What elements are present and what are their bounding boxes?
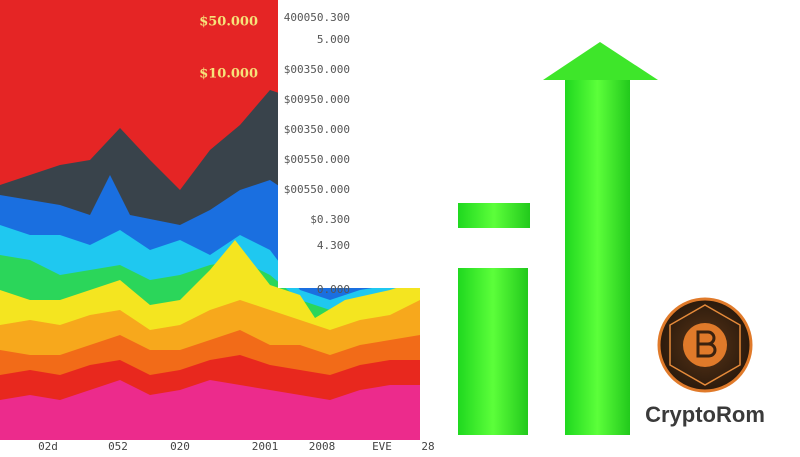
axis-label: $00550.000 <box>284 153 350 166</box>
axis-label: 5.000 <box>317 33 350 46</box>
logo-b <box>696 330 717 358</box>
x-label: 2001 <box>252 440 279 453</box>
axis-label: $00950.000 <box>284 93 350 106</box>
axis-label: 0.000 <box>317 283 350 296</box>
x-label: 052 <box>108 440 128 453</box>
x-label: 2008 <box>309 440 336 453</box>
brand-name: CryptoRom <box>645 402 765 427</box>
axis-label: $00350.000 <box>284 123 350 136</box>
bar <box>458 268 528 435</box>
axis-label: $00550.000 <box>284 183 350 196</box>
price-label: $50.000 <box>199 15 258 30</box>
x-label: EVE <box>372 440 392 453</box>
bar <box>458 203 530 228</box>
axis-label: $00350.000 <box>284 63 350 76</box>
x-label: 02d <box>38 440 58 453</box>
x-axis-strip <box>0 440 440 457</box>
logo-pattern <box>669 304 741 386</box>
axis-label: $0.300 <box>310 213 350 226</box>
axis-label: 4.300 <box>317 239 350 252</box>
axis-label: 400050.300 <box>284 11 350 24</box>
price-label: $10.000 <box>199 67 258 82</box>
arrow-head <box>543 42 658 80</box>
area-layer <box>0 380 420 440</box>
arrow-shaft <box>565 80 630 435</box>
axis-panel <box>278 0 420 288</box>
x-label: 020 <box>170 440 190 453</box>
x-label: 28 <box>421 440 434 453</box>
